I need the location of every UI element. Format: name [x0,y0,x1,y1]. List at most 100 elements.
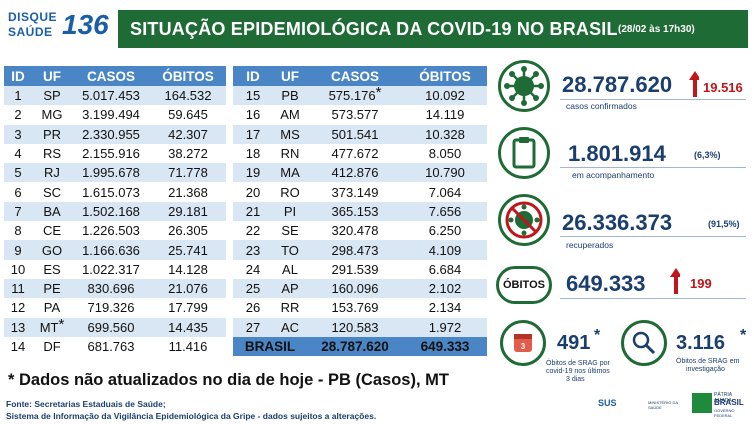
cell-uf: RJ [32,163,72,183]
table-row: 21 PI 365.153 7.656 [233,201,487,222]
table-header-row: ID UF CASOS ÓBITOS [233,66,487,86]
srag-label1: Óbitos de SRAG por [546,360,610,367]
cell-id: 19 [233,163,273,183]
divider [560,167,746,168]
table-row: 22 SE 320.478 6.250 [233,221,487,241]
cell-id: 3 [4,124,32,144]
obitos-badge-label: ÓBITOS [503,279,545,291]
table-row: 6 SC 1.615.073 21.368 [4,182,226,202]
cell-casos: 1.022.317 [72,259,150,279]
calendar-icon: 3 [500,320,546,366]
cell-uf: MA [273,163,307,183]
footnote: * Dados não atualizados no dia de hoje -… [8,371,449,389]
cell-obitos: 164.532 [150,86,226,106]
cell-id: 7 [4,201,32,222]
sus-logo: SUS [598,398,617,408]
logo-line2: SAÚDE [8,25,53,39]
cell-id: 2 [4,105,32,125]
cell-obitos: 25.741 [150,240,226,260]
cell-uf: MG [32,105,72,125]
cell-obitos: 11.416 [150,336,226,357]
srag-mark: * [594,327,601,344]
cell-casos: 1.995.678 [72,163,150,183]
table-row: 10 ES 1.022.317 14.128 [4,259,226,279]
table-row: 13 MT* 699.560 14.435 [4,316,226,337]
divider [560,236,746,237]
cell-uf: AP [273,278,307,299]
cell-casos: 477.672 [307,143,403,164]
cell-casos: 1.166.636 [72,240,150,260]
cell-casos: 1.502.168 [72,201,150,222]
cell-obitos: 14.119 [403,105,487,125]
cell-uf: RS [32,143,72,164]
cell-id: 5 [4,163,32,183]
cell-id: 4 [4,143,32,164]
col-header-obitos: ÓBITOS [403,66,487,86]
cell-obitos: 6.684 [403,259,487,279]
logo-number: 136 [62,9,109,40]
divider [560,99,746,100]
cell-casos: 120.583 [307,317,403,337]
cell-id: 21 [233,201,273,222]
cell-casos: 573.577 [307,105,403,125]
cell-id: 17 [233,124,273,144]
gov-line1: PÁTRIA AMADA [714,392,732,404]
cell-casos: 2.330.955 [72,124,150,144]
investigacao-mark: * [740,327,747,344]
table-row: 24 AL 291.539 6.684 [233,259,487,279]
cell-casos: 830.696 [72,278,150,299]
cell-obitos: 4.109 [403,240,487,260]
table-header-row: ID UF CASOS ÓBITOS [4,66,226,86]
total-label: BRASIL [233,336,307,357]
cell-uf: RN [273,143,307,164]
cell-uf: PB [273,86,307,106]
cell-uf: MT* [32,316,72,337]
cell-uf: RR [273,298,307,318]
cell-uf: SC [32,182,72,202]
table-row: 19 MA 412.876 10.790 [233,163,487,183]
cell-casos: 373.149 [307,182,403,202]
table-row: 12 PA 719.326 17.799 [4,298,226,318]
investigacao-label2: investigação [686,366,725,373]
table-row: 7 BA 1.502.168 29.181 [4,201,226,222]
cell-id: 12 [4,298,32,318]
disque-saude-logo: DISQUE SAÚDE 136 [6,8,110,44]
table-row: 14 DF 681.763 11.416 [4,336,226,357]
cell-uf: PA [32,298,72,318]
cell-casos: 3.199.494 [72,105,150,125]
srag-label3: 3 dias [566,376,585,383]
cell-uf: BA [32,201,72,222]
svg-text:3: 3 [521,342,526,351]
col-header-uf: UF [273,66,307,86]
cell-obitos: 14.128 [150,259,226,279]
cell-obitos: 71.778 [150,163,226,183]
cell-uf: CE [32,221,72,241]
table-row: 26 RR 153.769 2.134 [233,298,487,318]
cell-id: 15 [233,86,273,106]
cell-casos: 2.155.916 [72,143,150,164]
cell-obitos: 21.368 [150,182,226,202]
cell-obitos: 10.328 [403,124,487,144]
acompanhamento-value: 1.801.914 [568,141,666,166]
table-row: 4 RS 2.155.916 38.272 [4,143,226,164]
cell-obitos: 2.134 [403,298,487,318]
investigacao-value: 3.116 [676,332,725,354]
cell-id: 22 [233,221,273,241]
col-header-casos: CASOS [307,66,403,86]
table-row: 16 AM 573.577 14.119 [233,105,487,125]
cell-casos: 719.326 [72,298,150,318]
confirmados-label: casos confirmados [566,101,637,111]
total-row: BRASIL 28.787.620 649.333 [233,336,487,357]
cell-obitos: 10.092 [403,86,487,106]
cell-obitos: 1.972 [403,317,487,337]
ministry-logo: MINISTÉRIO DA SAÚDE [648,400,678,410]
recuperados-label: recuperados [566,240,614,250]
cell-obitos: 26.305 [150,221,226,241]
cell-id: 13 [4,317,32,337]
cell-uf: AC [273,317,307,337]
table-row: 25 AP 160.096 2.102 [233,278,487,299]
table-row: 20 RO 373.149 7.064 [233,182,487,202]
cell-obitos: 10.790 [403,163,487,183]
table-row: 2 MG 3.199.494 59.645 [4,105,226,125]
header-banner: SITUAÇÃO EPIDEMIOLÓGICA DA COVID-19 NO B… [118,10,748,48]
